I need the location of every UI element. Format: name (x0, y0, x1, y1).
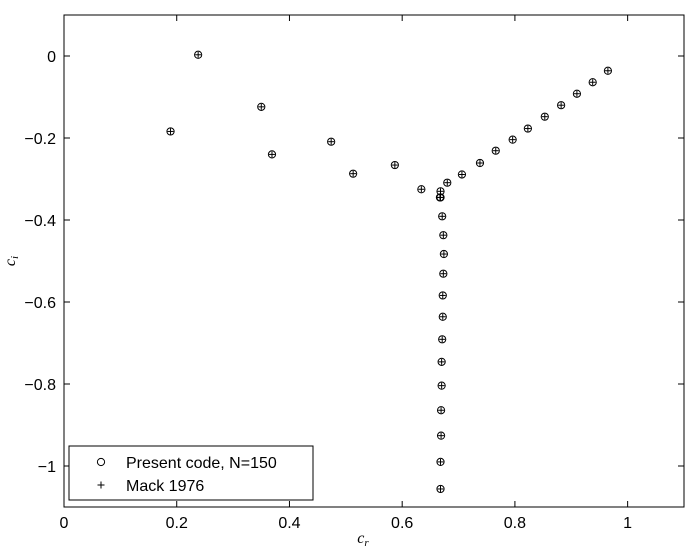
point-mack-1976 (438, 382, 445, 389)
x-tick-label: 1 (623, 515, 632, 532)
point-present-code (436, 406, 446, 415)
point-mack-1976 (558, 102, 565, 109)
legend-circle-marker (96, 457, 106, 467)
point-mack-1976 (268, 151, 275, 158)
legend-box (68, 445, 314, 501)
point-present-code (438, 312, 447, 321)
point-mack-1976 (438, 358, 445, 365)
point-mack-1976 (440, 270, 447, 277)
point-present-code (436, 457, 445, 466)
point-present-code (443, 178, 452, 187)
point-mack-1976 (492, 147, 499, 154)
point-present-code (588, 78, 597, 87)
svg-text:ci: ci (2, 256, 21, 266)
point-mack-1976 (195, 51, 202, 58)
data-markers (166, 50, 613, 494)
x-axis-label: cr (357, 530, 369, 549)
point-present-code (439, 249, 448, 259)
point-mack-1976 (524, 125, 531, 132)
tick-labels: 0 0.2 0.4 0.6 0.8 1 0 −0.2 −0.4 −0.6 −0.8 −1 (24, 49, 632, 532)
x-tick-label: 0.2 (166, 515, 188, 532)
point-present-code (540, 112, 549, 121)
y-tick-label: −0.2 (24, 131, 56, 148)
point-mack-1976 (437, 458, 444, 465)
point-present-code (257, 102, 266, 111)
point-present-code (439, 269, 448, 278)
legend-plus-marker (97, 481, 105, 489)
point-mack-1976 (328, 138, 335, 145)
point-mack-1976 (438, 407, 445, 414)
point-mack-1976 (438, 432, 445, 439)
point-mack-1976 (541, 113, 548, 120)
point-mack-1976 (391, 162, 398, 169)
point-present-code (523, 124, 532, 133)
point-mack-1976 (440, 232, 447, 239)
point-mack-1976 (258, 103, 265, 110)
point-present-code (438, 291, 447, 300)
point-present-code (437, 357, 446, 366)
point-mack-1976 (418, 186, 425, 193)
point-present-code (436, 484, 445, 494)
point-mack-1976 (437, 188, 444, 195)
point-present-code (327, 137, 336, 146)
legend-label-mack-1976: Mack 1976 (126, 478, 204, 495)
point-present-code (436, 431, 446, 440)
x-tick-label: 0.8 (504, 515, 526, 532)
y-tick-label: −0.8 (24, 377, 56, 394)
x-tick-label: 0 (60, 515, 69, 532)
point-present-code (438, 212, 447, 221)
point-present-code (437, 381, 446, 390)
point-present-code (417, 185, 426, 194)
point-present-code (390, 160, 399, 170)
point-mack-1976 (573, 90, 580, 97)
point-present-code (508, 135, 517, 144)
legend: Present code, N=150 Mack 1976 (68, 445, 314, 501)
point-present-code (475, 158, 485, 168)
point-present-code (557, 101, 566, 110)
point-present-code (439, 231, 448, 240)
svg-text:cr: cr (357, 530, 369, 549)
y-axis-label: ci (2, 256, 21, 266)
plot-area (63, 14, 685, 508)
y-tick-label: −0.6 (24, 295, 56, 312)
y-tick-label: 0 (47, 49, 56, 66)
point-present-code (166, 127, 175, 136)
point-mack-1976 (509, 136, 516, 143)
legend-label-present-code: Present code, N=150 (126, 455, 277, 472)
point-mack-1976 (439, 292, 446, 299)
point-mack-1976 (439, 213, 446, 220)
point-mack-1976 (350, 170, 357, 177)
point-mack-1976 (439, 313, 446, 320)
point-present-code (267, 150, 277, 159)
point-present-code (438, 335, 447, 344)
point-mack-1976 (476, 160, 483, 167)
point-present-code (194, 50, 203, 59)
point-mack-1976 (444, 179, 451, 186)
point-present-code (572, 89, 582, 98)
x-tick-label: 0.4 (278, 515, 300, 532)
point-present-code (457, 170, 467, 179)
point-mack-1976 (589, 79, 596, 86)
point-mack-1976 (604, 67, 611, 74)
x-tick-label: 0.6 (391, 515, 413, 532)
point-mack-1976 (437, 194, 444, 201)
point-mack-1976 (458, 171, 465, 178)
point-mack-1976 (439, 336, 446, 343)
point-mack-1976 (440, 251, 447, 258)
y-tick-label: −1 (38, 459, 56, 476)
point-present-code (603, 66, 613, 75)
point-mack-1976 (437, 485, 444, 492)
y-tick-label: −0.4 (24, 213, 56, 230)
point-present-code (349, 169, 358, 178)
point-mack-1976 (167, 128, 174, 135)
point-present-code (491, 146, 500, 155)
